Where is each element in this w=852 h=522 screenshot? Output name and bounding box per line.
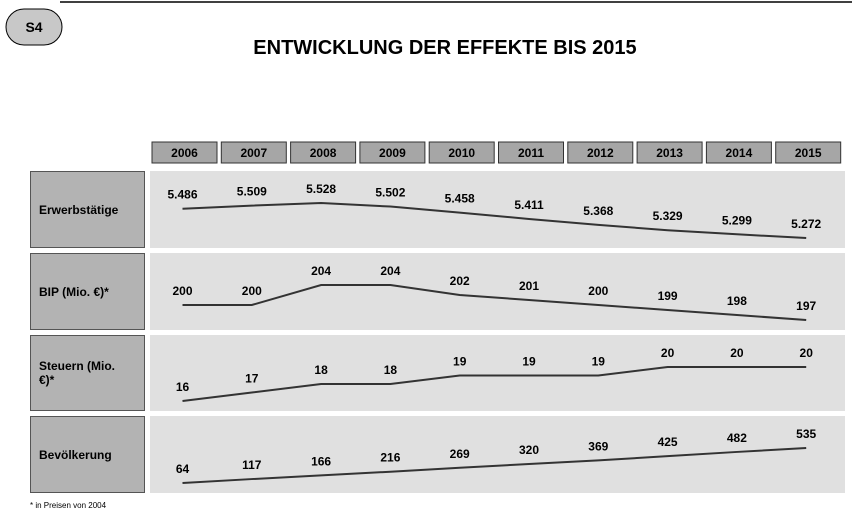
row-background — [150, 335, 845, 411]
year-label: 2010 — [448, 146, 475, 160]
year-label: 2012 — [587, 146, 614, 160]
value-label: 200 — [588, 284, 608, 298]
value-label: 16 — [176, 380, 190, 394]
row-label-text: Bevölkerung — [39, 447, 112, 462]
year-label: 2013 — [656, 146, 683, 160]
badge-bubble — [5, 8, 63, 46]
title: ENTWICKLUNG DER EFFEKTE BIS 2015 — [253, 37, 636, 59]
value-label: 5.458 — [445, 192, 475, 206]
value-label: 200 — [242, 284, 262, 298]
year-label: 2007 — [240, 146, 267, 160]
row-label-text: BIP (Mio. €)* — [39, 284, 109, 299]
value-label: 200 — [172, 284, 192, 298]
row-label: Erwerbstätige — [30, 171, 145, 248]
year-label: 2006 — [171, 146, 198, 160]
year-header — [705, 141, 772, 164]
value-label: 5.272 — [791, 217, 821, 231]
row-label-text: Steuern (Mio. €)* — [39, 359, 116, 387]
year-header — [498, 141, 564, 164]
value-label: 117 — [242, 458, 262, 472]
year-label: 2009 — [379, 146, 406, 160]
value-label: 5.368 — [583, 204, 613, 218]
value-label: 5.486 — [167, 188, 197, 202]
value-label: 201 — [519, 279, 539, 293]
value-label: 320 — [519, 443, 539, 457]
value-label: 202 — [450, 274, 470, 288]
value-label: 18 — [384, 363, 398, 377]
value-label: 204 — [311, 264, 331, 278]
value-label: 17 — [245, 372, 259, 386]
value-label: 19 — [453, 355, 467, 369]
footnote: * in Preisen von 2004 — [30, 501, 107, 510]
year-header — [428, 141, 495, 164]
value-label: 5.528 — [306, 182, 336, 196]
value-label: 204 — [380, 264, 400, 278]
year-header — [220, 141, 287, 164]
trend-line — [182, 284, 807, 321]
year-header — [359, 141, 426, 164]
year-label: 2008 — [310, 146, 337, 160]
value-label: 5.299 — [722, 213, 752, 227]
row-label: Bevölkerung — [30, 416, 145, 493]
value-label: 5.502 — [375, 186, 405, 200]
trend-line — [182, 447, 807, 484]
trend-line — [182, 201, 807, 239]
row-background — [150, 416, 845, 493]
value-label: 5.411 — [514, 198, 544, 212]
year-header — [775, 141, 842, 164]
value-label: 20 — [800, 346, 814, 360]
table: 2006 2007 2008 2009 2010 2011 2012 2013 2014 2015… — [150, 141, 845, 493]
year-label: 2011 — [518, 146, 544, 160]
year-header — [636, 141, 703, 164]
value-label: 482 — [727, 431, 747, 445]
row-label: Steuern (Mio. €)* — [30, 335, 145, 411]
value-label: 5.329 — [653, 209, 683, 223]
year-header — [567, 141, 634, 164]
year-header — [290, 141, 357, 164]
trend-line — [182, 366, 807, 402]
value-label: 64 — [176, 462, 190, 476]
year-header — [151, 141, 218, 164]
year-label: 2014 — [726, 146, 753, 160]
value-label: 18 — [314, 363, 328, 377]
value-label: 425 — [658, 435, 678, 449]
row-label-text: Erwerbstätige — [39, 202, 119, 217]
value-label: 269 — [450, 447, 470, 461]
value-label: 216 — [380, 451, 400, 465]
row-label: BIP (Mio. €)* — [30, 253, 145, 330]
badge: S4 — [25, 19, 42, 35]
row-background — [150, 253, 845, 330]
row-background — [150, 171, 845, 248]
value-label: 19 — [522, 355, 536, 369]
value-label: 535 — [796, 427, 816, 441]
value-label: 197 — [796, 299, 816, 313]
value-label: 5.509 — [237, 185, 267, 199]
value-label: 20 — [661, 346, 675, 360]
year-label: 2015 — [795, 146, 822, 160]
value-label: 20 — [730, 346, 744, 360]
value-label: 199 — [658, 289, 678, 303]
value-label: 369 — [588, 439, 608, 453]
value-label: 19 — [592, 355, 606, 369]
value-label: 198 — [727, 294, 747, 308]
value-label: 166 — [311, 454, 331, 468]
